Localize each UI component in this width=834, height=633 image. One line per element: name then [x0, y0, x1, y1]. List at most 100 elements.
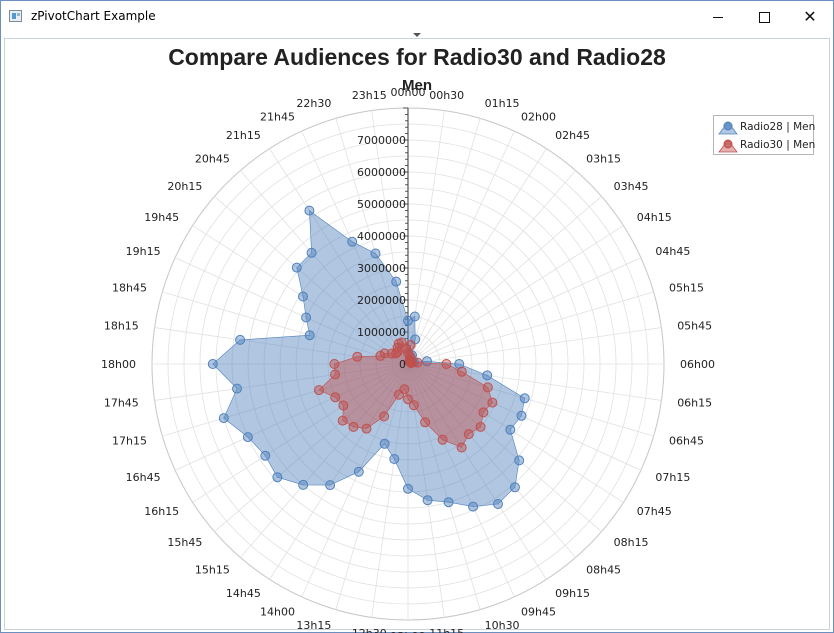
maximize-icon: [758, 11, 770, 23]
grid-spoke: [407, 148, 547, 365]
grid-spoke: [174, 257, 409, 365]
title-bar[interactable]: zPivotChart Example ✕: [1, 1, 833, 33]
legend-item-radio30[interactable]: Radio30 | Men: [716, 136, 816, 154]
category-label: 12h30: [352, 627, 387, 633]
legend-item-radio28[interactable]: Radio28 | Men: [716, 118, 816, 136]
category-label: 07h15: [655, 471, 690, 484]
data-point: [409, 311, 420, 322]
grid-spoke: [192, 225, 409, 365]
data-point: [405, 340, 416, 350]
legend-label-radio28: Radio28 | Men: [740, 121, 816, 133]
legend-marker-radio30-icon: [718, 139, 738, 153]
data-point: [403, 394, 413, 405]
category-label: 18h00: [101, 358, 136, 371]
data-point: [218, 413, 229, 424]
grid-spoke: [162, 363, 409, 437]
category-label: 00h30: [429, 89, 464, 102]
data-point: [509, 482, 520, 493]
data-point: [519, 393, 530, 404]
radar-labels: 0 1000000 2000000 3000000 4000000 5000000 6000…: [101, 86, 715, 633]
data-point: [478, 407, 489, 418]
data-point: [487, 397, 498, 408]
data-point: [272, 472, 283, 483]
data-point: [242, 432, 253, 443]
data-point: [379, 438, 390, 449]
grid-spoke: [407, 363, 547, 580]
data-point: [390, 348, 401, 359]
data-point: [493, 499, 503, 509]
grid-spoke: [214, 363, 409, 532]
category-label: 18h15: [104, 319, 139, 332]
window-title: zPivotChart Example: [31, 9, 156, 23]
category-label: 06h00: [680, 358, 715, 371]
data-point: [304, 330, 315, 341]
data-point: [330, 369, 341, 380]
data-point: [468, 501, 479, 512]
legend-marker-radio28-icon: [718, 121, 738, 135]
close-button[interactable]: ✕: [787, 1, 833, 33]
grid-spoke: [192, 363, 409, 503]
grid-spoke: [269, 148, 409, 365]
category-label: 19h45: [144, 211, 179, 224]
data-point: [422, 356, 432, 367]
grid-spoke: [335, 118, 409, 365]
grid-spoke: [407, 363, 445, 618]
data-point: [330, 392, 341, 403]
radial-tick-label: 0: [399, 358, 406, 371]
data-point: [412, 357, 423, 368]
category-label: 18h45: [112, 281, 147, 294]
grid-spoke: [407, 327, 662, 365]
data-point: [370, 248, 381, 259]
grid-spoke: [269, 363, 409, 580]
grid-spoke: [407, 363, 576, 558]
data-point: [420, 417, 431, 428]
category-label: 15h45: [167, 536, 202, 549]
grid-spoke: [174, 363, 409, 471]
grid-spoke: [407, 170, 576, 365]
data-point: [298, 479, 309, 490]
grid-spoke: [407, 363, 642, 471]
radial-tick-label: 6000000: [357, 166, 406, 179]
data-point: [391, 276, 402, 287]
minimize-button[interactable]: [695, 1, 741, 33]
data-point: [314, 385, 324, 396]
grid-spoke: [407, 363, 515, 598]
data-point: [347, 236, 358, 247]
category-label: 00h00: [391, 86, 426, 99]
grid-spoke: [240, 170, 409, 365]
category-label: 21h15: [226, 129, 261, 142]
data-point: [516, 410, 527, 421]
grid-spoke: [407, 291, 654, 365]
data-point: [232, 383, 242, 394]
data-point: [352, 351, 363, 362]
maximize-button[interactable]: [741, 1, 787, 33]
grid-spoke: [407, 363, 602, 532]
data-point: [260, 450, 271, 461]
data-point: [403, 483, 413, 494]
legend-label-radio30: Radio30 | Men: [740, 139, 816, 151]
collapse-arrow-icon[interactable]: [413, 33, 421, 37]
data-point: [482, 370, 493, 381]
data-point: [361, 423, 372, 434]
category-label: 06h15: [677, 397, 712, 410]
grid-spoke: [407, 363, 624, 503]
grid-spoke: [407, 363, 662, 401]
grid-spoke: [407, 196, 602, 365]
chart-title: Compare Audiences for Radio30 and Radio2…: [168, 44, 666, 70]
data-point: [422, 495, 433, 506]
data-point: [337, 415, 348, 426]
category-label: 01h15: [485, 97, 520, 110]
data-point: [338, 400, 349, 411]
category-label: 08h15: [614, 536, 649, 549]
category-label: 23h15: [352, 89, 387, 102]
radial-tick-label: 7000000: [357, 134, 406, 147]
close-icon: ✕: [803, 7, 817, 26]
data-point: [329, 359, 340, 369]
category-label: 12h00: [391, 630, 426, 633]
grid-spoke: [407, 118, 481, 365]
category-label: 16h45: [126, 471, 161, 484]
grid-spoke: [371, 363, 409, 618]
data-point: [379, 348, 390, 359]
legend: Radio28 | Men Radio30 | Men: [713, 115, 816, 155]
